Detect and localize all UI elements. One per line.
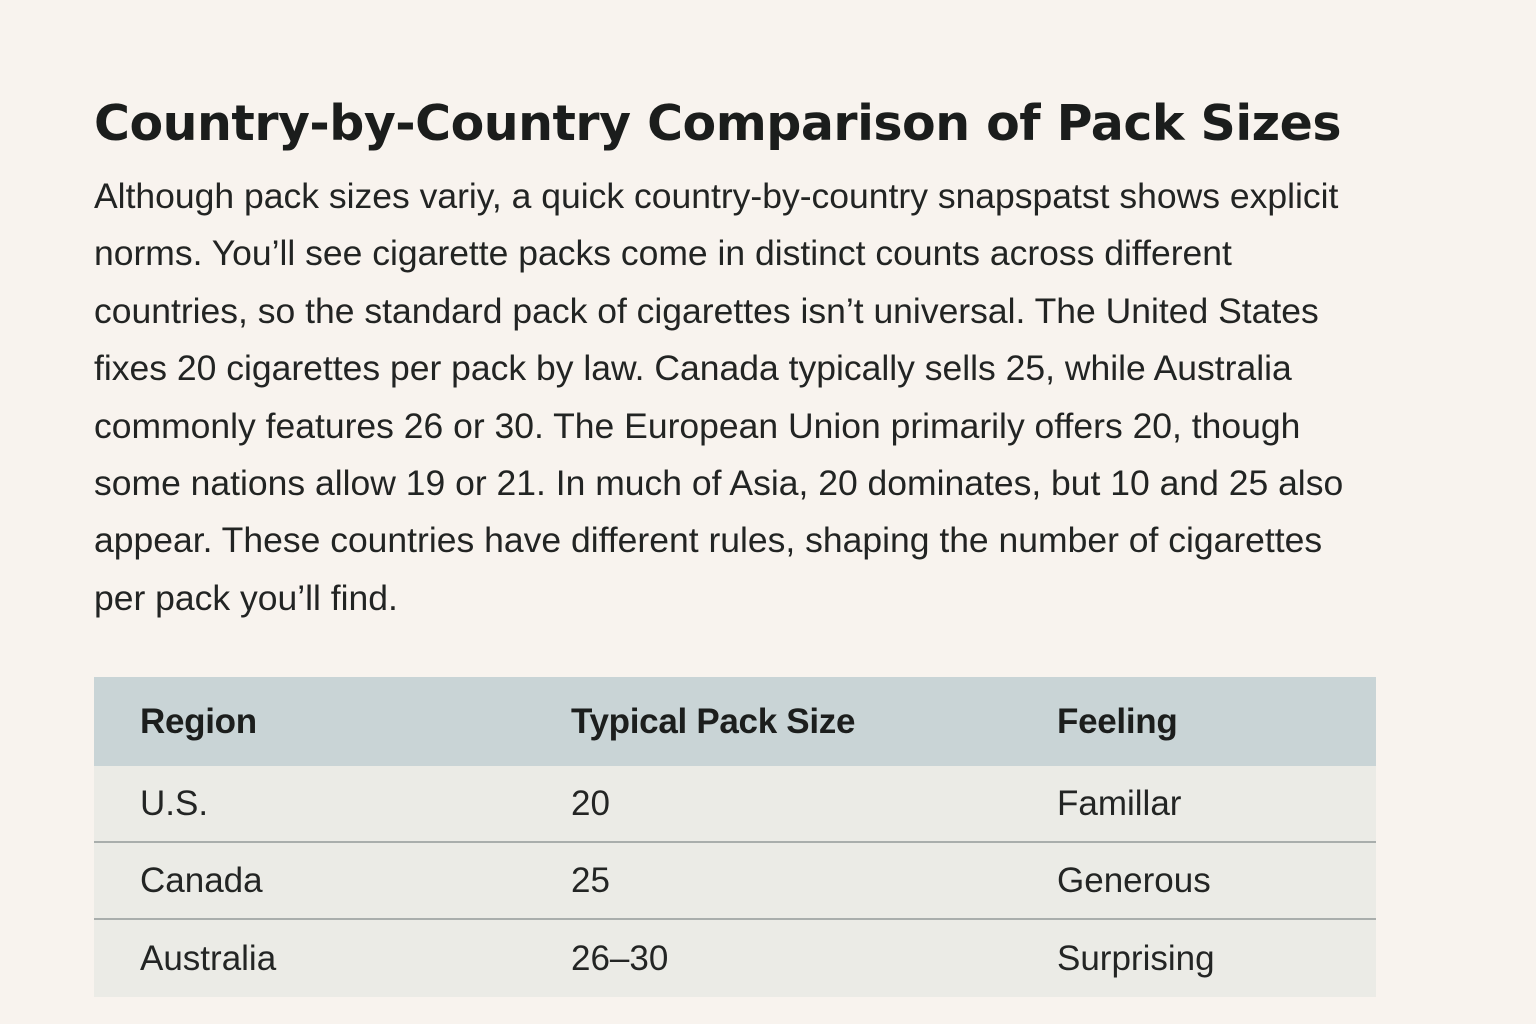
cell-region: U.S. bbox=[140, 783, 209, 823]
article-paragraph: Although pack sizes variy, a quick count… bbox=[94, 176, 1344, 618]
cell-pack-size: 26–30 bbox=[571, 938, 669, 978]
table-row: U.S. 20 Famillar bbox=[94, 766, 1376, 843]
article: Country-by-Country Comparison of Pack Si… bbox=[94, 88, 1384, 627]
cell-pack-size: 25 bbox=[571, 860, 610, 900]
cell-region: Canada bbox=[140, 860, 263, 900]
column-header-feeling: Feeling bbox=[1057, 701, 1178, 741]
table-row: Canada 25 Generous bbox=[94, 843, 1376, 920]
table-row: Australia 26–30 Surprising bbox=[94, 920, 1376, 997]
table-header-row: Region Typical Pack Size Feeling bbox=[94, 677, 1376, 766]
cell-feeling: Generous bbox=[1057, 860, 1211, 900]
pack-size-table: Region Typical Pack Size Feeling U.S. 20… bbox=[94, 677, 1376, 997]
page-title: Country-by-Country Comparison of Pack Si… bbox=[94, 95, 1342, 152]
column-header-region: Region bbox=[140, 701, 257, 741]
cell-feeling: Famillar bbox=[1057, 783, 1182, 823]
cell-pack-size: 20 bbox=[571, 783, 610, 823]
cell-feeling: Surprising bbox=[1057, 938, 1215, 978]
cell-region: Australia bbox=[140, 938, 277, 978]
column-header-typical-pack-size: Typical Pack Size bbox=[571, 701, 856, 741]
